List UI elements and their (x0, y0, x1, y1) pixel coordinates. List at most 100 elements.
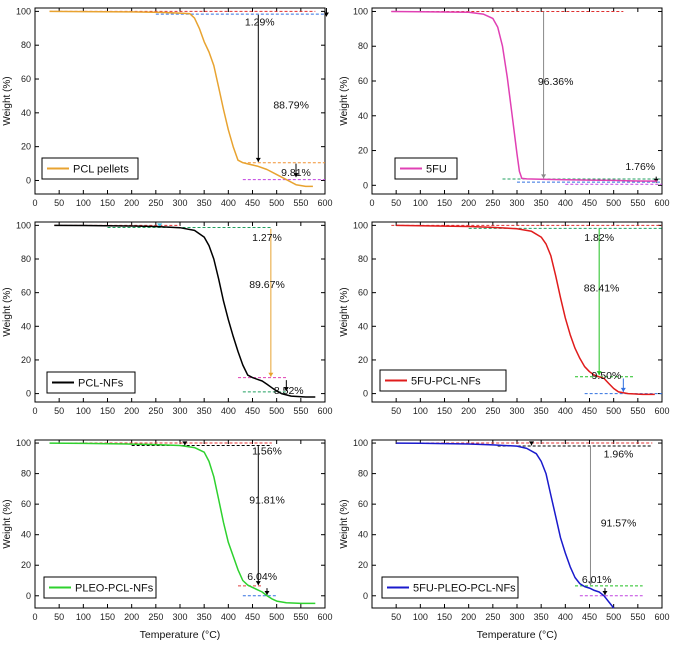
y-tick-label: 0 (26, 591, 31, 601)
y-axis-label: Weight (%) (339, 76, 350, 125)
x-tick-label: 500 (606, 198, 621, 208)
y-tick-label: 0 (363, 180, 368, 190)
legend-label: PCL-NFs (78, 378, 124, 390)
y-tick-label: 60 (358, 288, 368, 298)
x-tick-label: 550 (630, 612, 645, 622)
y-axis-label: Weight (%) (2, 287, 13, 336)
x-tick-label: 300 (172, 406, 187, 416)
x-tick-label: 150 (437, 198, 452, 208)
legend-label: 5FU-PCL-NFs (411, 376, 481, 388)
percent-annotation: 1.56% (252, 446, 282, 458)
x-tick-label: 50 (54, 612, 64, 622)
arrow-head (255, 157, 261, 162)
x-tick-label: 50 (391, 198, 401, 208)
x-tick-label: 200 (124, 198, 139, 208)
percent-annotation: 1.76% (625, 161, 655, 173)
percent-annotation: 1.29% (245, 17, 275, 29)
x-tick-label: 100 (413, 198, 428, 208)
x-tick-label: 250 (148, 406, 163, 416)
y-axis-label: Weight (%) (2, 76, 13, 125)
x-tick-label: 0 (32, 198, 37, 208)
y-tick-label: 100 (16, 6, 31, 16)
panel-4: 50 100 150 200 250 300 350 400 450 500 550 600 0 20 40… (339, 220, 670, 416)
x-tick-label: 600 (654, 612, 669, 622)
x-tick-label: 50 (391, 406, 401, 416)
percent-annotation: 96.36% (538, 76, 574, 88)
x-tick-label: 400 (221, 406, 236, 416)
percent-annotation: 1.27% (252, 232, 282, 244)
y-tick-label: 80 (358, 469, 368, 479)
x-tick-label: 500 (269, 612, 284, 622)
x-tick-label: 600 (317, 612, 332, 622)
percent-annotation: 91.57% (601, 517, 637, 529)
y-tick-label: 80 (358, 41, 368, 51)
y-tick-label: 0 (26, 389, 31, 399)
y-tick-label: 100 (16, 438, 31, 448)
legend-box (46, 371, 136, 394)
x-tick-label: 0 (369, 198, 374, 208)
percent-annotation: 1.96% (604, 449, 634, 461)
y-axis-label: Weight (%) (2, 499, 13, 548)
y-tick-label: 40 (358, 321, 368, 331)
x-tick-label: 150 (437, 406, 452, 416)
x-tick-label: 250 (485, 406, 500, 416)
x-tick-label: 50 (54, 406, 64, 416)
arrow-head (596, 371, 602, 376)
series-line (396, 442, 615, 609)
x-tick-label: 500 (269, 198, 284, 208)
x-tick-label: 600 (317, 406, 332, 416)
x-tick-label: 200 (124, 406, 139, 416)
y-tick-label: 60 (21, 288, 31, 298)
percent-annotation: 89.67% (249, 279, 285, 291)
x-tick-label: 400 (221, 612, 236, 622)
y-tick-label: 60 (358, 499, 368, 509)
y-tick-label: 100 (353, 220, 368, 230)
x-tick-label: 550 (630, 406, 645, 416)
legend-box (379, 369, 507, 392)
x-tick-label: 550 (293, 612, 308, 622)
percent-annotation: 9.81% (281, 167, 311, 179)
legend-box (41, 157, 139, 180)
x-tick-label: 250 (485, 612, 500, 622)
percent-annotation: 9.50% (592, 370, 622, 382)
legend-label: PLEO-PCL-NFs (75, 583, 154, 595)
series-line (49, 442, 316, 605)
panel-3: 0 50 100 150 200 250 300 350 400 450 500 550 600 0 20 4… (2, 220, 333, 416)
y-tick-label: 100 (353, 6, 368, 16)
x-tick-label: 300 (172, 612, 187, 622)
arrow-head (323, 12, 329, 17)
arrow-head (620, 387, 626, 392)
x-tick-label: 400 (558, 406, 573, 416)
x-tick-label: 200 (461, 612, 476, 622)
percent-annotation: 8.52% (274, 385, 304, 397)
y-axis-label: Weight (%) (339, 499, 350, 548)
x-tick-label: 550 (293, 406, 308, 416)
x-tick-label: 450 (582, 406, 597, 416)
x-tick-label: 400 (558, 198, 573, 208)
y-tick-label: 0 (26, 175, 31, 185)
y-tick-label: 20 (21, 355, 31, 365)
percent-annotation: 88.79% (273, 99, 309, 111)
panel-2: 0 50 100 150 200 250 300 350 400 450 500 550 600 0 20 4… (339, 6, 670, 208)
legend-box (43, 576, 157, 599)
percent-annotation: 6.04% (247, 571, 277, 583)
arrow-head (293, 173, 299, 178)
x-tick-label: 250 (148, 198, 163, 208)
y-tick-label: 60 (21, 499, 31, 509)
x-tick-label: 350 (197, 612, 212, 622)
x-tick-label: 150 (100, 612, 115, 622)
y-tick-label: 40 (21, 108, 31, 118)
x-tick-label: 350 (197, 406, 212, 416)
x-tick-label: 150 (437, 612, 452, 622)
x-tick-label: 500 (606, 406, 621, 416)
x-tick-label: 300 (509, 612, 524, 622)
percent-annotation: 88.41% (584, 283, 620, 295)
x-tick-label: 250 (148, 612, 163, 622)
y-tick-label: 0 (363, 591, 368, 601)
x-tick-label: 300 (509, 198, 524, 208)
y-tick-label: 40 (21, 321, 31, 331)
y-tick-label: 80 (21, 254, 31, 264)
x-tick-label: 450 (245, 198, 260, 208)
x-tick-label: 50 (391, 612, 401, 622)
x-tick-label: 300 (172, 198, 187, 208)
